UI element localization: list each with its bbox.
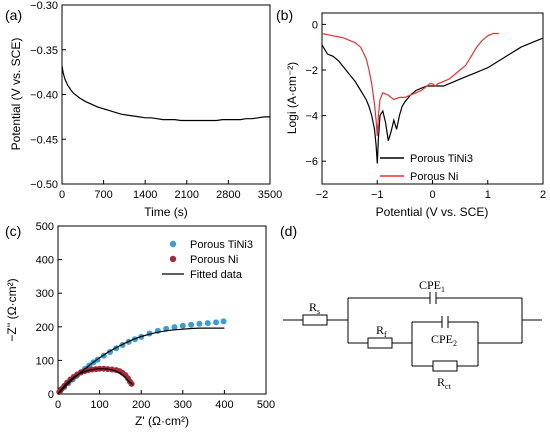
label-rs: Rs <box>309 300 320 316</box>
x-tick-label: 100 <box>90 399 108 411</box>
legend-label: Porous TiNi3 <box>410 153 473 165</box>
panel-label-c: (c) <box>5 223 21 239</box>
y-tick-label: −0.40 <box>30 90 58 102</box>
label-cpe1: CPE1 <box>419 278 445 294</box>
y-axis-label-a: Potential (V vs. SCE) <box>9 38 23 151</box>
y-axis-label-c: −Z'' (Ω·cm²) <box>5 278 19 341</box>
y-ticks-b: −6 −4 −2 0 <box>305 19 326 168</box>
data-point <box>196 320 203 327</box>
data-point <box>188 321 195 328</box>
x-tick-label: −1 <box>371 189 384 201</box>
y-tick-label: −0.30 <box>30 0 58 12</box>
x-tick-label: 1400 <box>133 189 157 201</box>
x-tick-label: 700 <box>94 189 112 201</box>
legend-b: Porous TiNi3 Porous Ni <box>380 153 473 183</box>
y-tick-label: 0 <box>48 389 54 401</box>
x-axis-label-c: Z' (Ω·cm²) <box>135 414 189 428</box>
data-point <box>171 324 178 331</box>
y-tick-label: 100 <box>36 355 54 367</box>
legend-label: Fitted data <box>190 269 243 281</box>
y-tick-label: 0 <box>312 19 318 31</box>
x-tick-label: 2100 <box>175 189 199 201</box>
y-tick-label: −0.45 <box>30 134 58 146</box>
data-point <box>204 320 211 327</box>
data-point <box>179 322 186 329</box>
series-line <box>321 32 499 137</box>
series-a <box>61 65 270 122</box>
panel-label-d: (d) <box>280 223 297 239</box>
legend-label: Porous TiNi3 <box>190 239 253 251</box>
x-tick-label: 400 <box>215 399 233 411</box>
x-ticks-b: −2 −1 0 1 2 <box>316 180 546 201</box>
legend-swatch <box>169 255 177 263</box>
label-rf: Rf <box>376 323 387 339</box>
x-tick-label: −2 <box>316 189 329 201</box>
series-line <box>61 65 270 122</box>
x-tick-label: 0 <box>59 189 65 201</box>
x-tick-label: 2800 <box>216 189 240 201</box>
x-axis-label-a: Time (s) <box>144 205 188 219</box>
x-tick-label: 1 <box>485 189 491 201</box>
plot-frame-c <box>57 225 267 395</box>
label-cpe2: CPE2 <box>431 332 457 348</box>
legend-label: Porous Ni <box>410 171 458 183</box>
legend-c: Porous TiNi3 Porous Ni Fitted data <box>162 239 253 281</box>
label-rct: Rct <box>437 375 452 391</box>
x-tick-label: 0 <box>429 189 435 201</box>
y-tick-label: 500 <box>36 221 54 233</box>
resistor-rs <box>302 314 328 326</box>
y-tick-label: 400 <box>36 255 54 267</box>
x-tick-label: 500 <box>257 399 275 411</box>
panel-b: (b) −2 −1 0 1 2 −6 −4 −2 0 Porous TiNi3 Porous N… <box>276 7 546 219</box>
x-ticks-a: 0 700 1400 2100 2800 3500 <box>59 180 282 201</box>
panel-label-a: (a) <box>5 7 22 23</box>
panel-d: (d) Rs CPE1 Rf CPE2 Rct <box>280 223 542 391</box>
series-c <box>56 318 227 395</box>
y-axis-label-b: Logi (A·cm⁻²) <box>285 62 299 134</box>
y-tick-label: −4 <box>305 111 318 123</box>
x-tick-label: 200 <box>132 399 150 411</box>
series-b <box>321 32 544 164</box>
panel-label-b: (b) <box>276 7 293 23</box>
series-line <box>57 327 225 395</box>
series-line <box>57 368 134 395</box>
x-tick-label: 300 <box>174 399 192 411</box>
data-point <box>213 319 220 326</box>
x-tick-label: 2 <box>540 189 546 201</box>
plot-frame-a <box>61 4 271 185</box>
y-tick-label: −2 <box>305 65 318 77</box>
x-ticks-c: 0 100 200 300 400 500 <box>55 390 275 411</box>
panel-c: (c) 0 100 200 300 400 500 0 100 200 300 400 500 Po… <box>5 221 275 428</box>
resistor-rct <box>432 360 458 372</box>
x-tick-label: 3500 <box>258 189 282 201</box>
panel-a: (a) 0 700 1400 2100 2800 3500 −0.50 −0.45 −0.40… <box>5 0 282 219</box>
resistor-rf <box>367 337 393 349</box>
y-tick-label: −0.35 <box>30 45 58 57</box>
y-tick-label: −0.50 <box>30 179 58 191</box>
y-tick-label: 300 <box>36 288 54 300</box>
data-point <box>220 318 227 325</box>
x-tick-label: 0 <box>55 399 61 411</box>
y-tick-label: 200 <box>36 322 54 334</box>
series-line <box>321 37 544 164</box>
y-tick-label: −6 <box>305 156 318 168</box>
y-ticks-c: 0 100 200 300 400 500 <box>36 221 62 401</box>
legend-swatch <box>169 240 177 248</box>
y-ticks-a: −0.50 −0.45 −0.40 −0.35 −0.30 <box>30 0 66 191</box>
legend-label: Porous Ni <box>190 254 238 266</box>
x-axis-label-b: Potential (V vs. SCE) <box>376 205 489 219</box>
